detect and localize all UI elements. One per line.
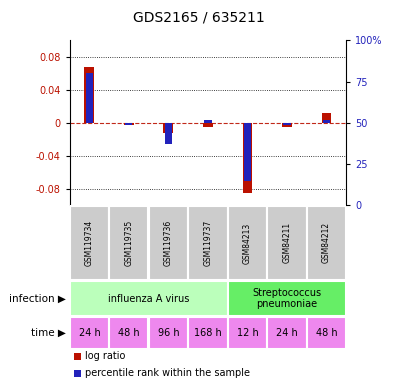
Text: 96 h: 96 h: [158, 328, 179, 338]
Bar: [307, 318, 346, 349]
Text: GDS2165 / 635211: GDS2165 / 635211: [133, 10, 265, 24]
Bar: [109, 318, 148, 349]
Bar: [165, 123, 172, 144]
Text: 48 h: 48 h: [118, 328, 140, 338]
Text: time ▶: time ▶: [31, 328, 66, 338]
Text: GSM84213: GSM84213: [243, 222, 252, 263]
Text: GSM84211: GSM84211: [283, 222, 291, 263]
Bar: [70, 318, 109, 349]
Bar: [282, 123, 292, 127]
Bar: [283, 123, 291, 124]
Bar: [70, 281, 228, 316]
Text: 12 h: 12 h: [236, 328, 258, 338]
Bar: [188, 318, 228, 349]
Text: Streptococcus
pneumoniae: Streptococcus pneumoniae: [252, 288, 322, 310]
Text: GSM84212: GSM84212: [322, 222, 331, 263]
Text: 24 h: 24 h: [276, 328, 298, 338]
Bar: [267, 318, 306, 349]
Text: 24 h: 24 h: [78, 328, 100, 338]
Bar: [125, 123, 133, 124]
Text: 168 h: 168 h: [194, 328, 222, 338]
Bar: [188, 206, 228, 280]
Bar: [84, 67, 94, 123]
Text: GSM119737: GSM119737: [203, 220, 213, 266]
Text: influenza A virus: influenza A virus: [108, 293, 189, 304]
Bar: [205, 119, 211, 123]
Text: GSM119735: GSM119735: [125, 220, 133, 266]
Bar: [267, 206, 306, 280]
Bar: [228, 318, 267, 349]
Text: log ratio: log ratio: [84, 351, 125, 361]
Text: percentile rank within the sample: percentile rank within the sample: [84, 368, 250, 379]
Text: GSM119734: GSM119734: [85, 220, 94, 266]
Bar: [242, 123, 252, 193]
Bar: [86, 73, 93, 123]
Bar: [124, 123, 134, 124]
Text: infection ▶: infection ▶: [9, 293, 66, 304]
Bar: [149, 206, 188, 280]
Bar: [322, 113, 332, 123]
Bar: [307, 206, 346, 280]
Text: 48 h: 48 h: [316, 328, 338, 338]
Bar: [164, 123, 174, 133]
Bar: [109, 206, 148, 280]
Bar: [244, 123, 251, 181]
Bar: [149, 318, 188, 349]
Bar: [228, 206, 267, 280]
Bar: [323, 119, 330, 123]
Bar: [70, 206, 109, 280]
Bar: [228, 281, 346, 316]
Text: GSM119736: GSM119736: [164, 220, 173, 266]
Bar: [203, 123, 213, 127]
